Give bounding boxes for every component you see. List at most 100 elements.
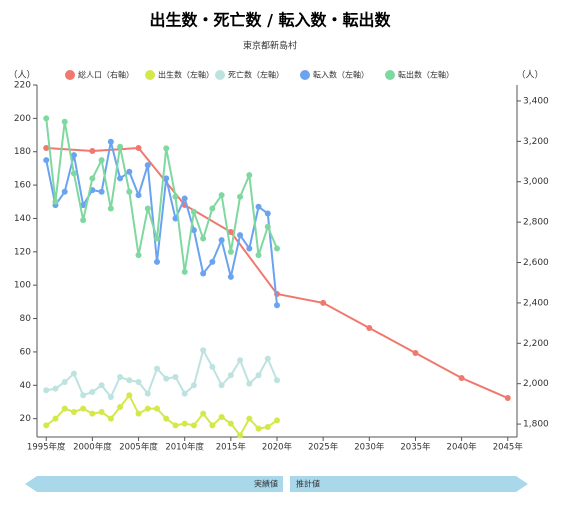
y2-axis-label: （人） bbox=[516, 70, 543, 81]
point bbox=[227, 420, 234, 427]
point bbox=[218, 413, 225, 420]
y2-tick-label: 2,600 bbox=[523, 258, 549, 268]
point bbox=[126, 392, 133, 399]
point bbox=[126, 168, 133, 175]
point bbox=[43, 157, 50, 164]
actual-arrow bbox=[25, 476, 283, 492]
point bbox=[70, 170, 77, 177]
point bbox=[172, 193, 179, 200]
series-line bbox=[45, 393, 278, 438]
point bbox=[264, 223, 271, 230]
y-tick-label: 80 bbox=[20, 314, 32, 324]
x-tick-label: 2025年 bbox=[308, 442, 339, 453]
point bbox=[227, 248, 234, 255]
point bbox=[117, 175, 124, 182]
point bbox=[107, 415, 114, 422]
point bbox=[209, 422, 216, 429]
point bbox=[43, 115, 50, 122]
point bbox=[61, 118, 68, 125]
chart-subtitle: 東京都新島村 bbox=[243, 40, 297, 52]
point bbox=[144, 162, 151, 169]
point bbox=[181, 390, 188, 397]
point bbox=[181, 268, 188, 275]
point bbox=[52, 415, 59, 422]
y-tick-label: 100 bbox=[14, 281, 31, 291]
point bbox=[61, 188, 68, 195]
point bbox=[237, 193, 244, 200]
point bbox=[80, 217, 87, 224]
legend-label: 転出数（左軸） bbox=[398, 70, 454, 80]
y-axis-label: （人） bbox=[8, 70, 35, 81]
point bbox=[274, 302, 280, 309]
x-tick-label: 2045年 bbox=[493, 442, 524, 453]
y-tick-label: 220 bbox=[14, 81, 31, 91]
y-tick-label: 140 bbox=[14, 214, 31, 224]
point bbox=[504, 395, 511, 402]
point bbox=[135, 410, 142, 417]
point bbox=[126, 188, 133, 195]
point bbox=[154, 235, 160, 242]
point bbox=[181, 420, 188, 427]
point bbox=[154, 365, 160, 372]
point bbox=[163, 375, 170, 382]
x-tick-label: 2030年 bbox=[354, 442, 385, 453]
point bbox=[70, 370, 77, 377]
y-tick-label: 200 bbox=[14, 114, 31, 124]
point bbox=[107, 138, 114, 145]
point bbox=[237, 357, 244, 364]
point bbox=[61, 378, 68, 385]
point bbox=[264, 210, 271, 217]
point bbox=[154, 258, 160, 265]
x-tick-label: 1995年度 bbox=[27, 442, 66, 453]
point bbox=[70, 408, 77, 415]
point bbox=[80, 202, 87, 209]
point bbox=[218, 382, 225, 389]
series-line bbox=[45, 141, 278, 306]
x-tick-label: 2000年度 bbox=[73, 442, 112, 453]
y-tick-label: 60 bbox=[20, 347, 32, 357]
y2-tick-label: 2,800 bbox=[523, 218, 549, 228]
point bbox=[274, 377, 280, 384]
point bbox=[320, 299, 327, 306]
x-tick-label: 2015年 bbox=[216, 442, 247, 453]
annotation: 実績値 bbox=[254, 479, 278, 489]
point bbox=[458, 375, 465, 382]
point bbox=[107, 205, 114, 212]
point bbox=[52, 385, 59, 392]
point bbox=[163, 145, 170, 152]
point bbox=[190, 382, 197, 389]
point bbox=[218, 237, 225, 244]
x-tick-label: 2010年度 bbox=[165, 442, 204, 453]
x-tick-label: 2020年 bbox=[262, 442, 293, 453]
legend-marker bbox=[65, 70, 75, 80]
legend-label: 総人口（右軸） bbox=[78, 70, 134, 80]
point bbox=[237, 232, 244, 239]
legend-label: 死亡数（左軸） bbox=[228, 70, 284, 80]
point bbox=[209, 363, 216, 370]
point bbox=[107, 393, 114, 400]
point bbox=[117, 143, 124, 150]
point bbox=[154, 405, 160, 412]
point bbox=[209, 205, 216, 212]
point bbox=[255, 425, 262, 432]
point bbox=[117, 403, 124, 410]
point bbox=[255, 372, 262, 379]
point bbox=[80, 405, 87, 412]
y2-tick-label: 3,000 bbox=[523, 177, 549, 187]
point bbox=[181, 195, 188, 202]
point bbox=[163, 415, 170, 422]
x-tick-label: 2005年度 bbox=[119, 442, 158, 453]
point bbox=[98, 382, 105, 389]
point bbox=[70, 152, 77, 159]
point bbox=[126, 377, 133, 384]
point bbox=[200, 235, 207, 242]
point bbox=[200, 347, 207, 354]
point bbox=[89, 175, 96, 182]
point bbox=[237, 432, 244, 439]
point bbox=[218, 192, 225, 199]
series-line bbox=[45, 118, 278, 272]
y-tick-label: 180 bbox=[14, 147, 31, 157]
y-tick-label: 20 bbox=[20, 414, 32, 424]
y2-tick-label: 3,400 bbox=[523, 96, 549, 106]
